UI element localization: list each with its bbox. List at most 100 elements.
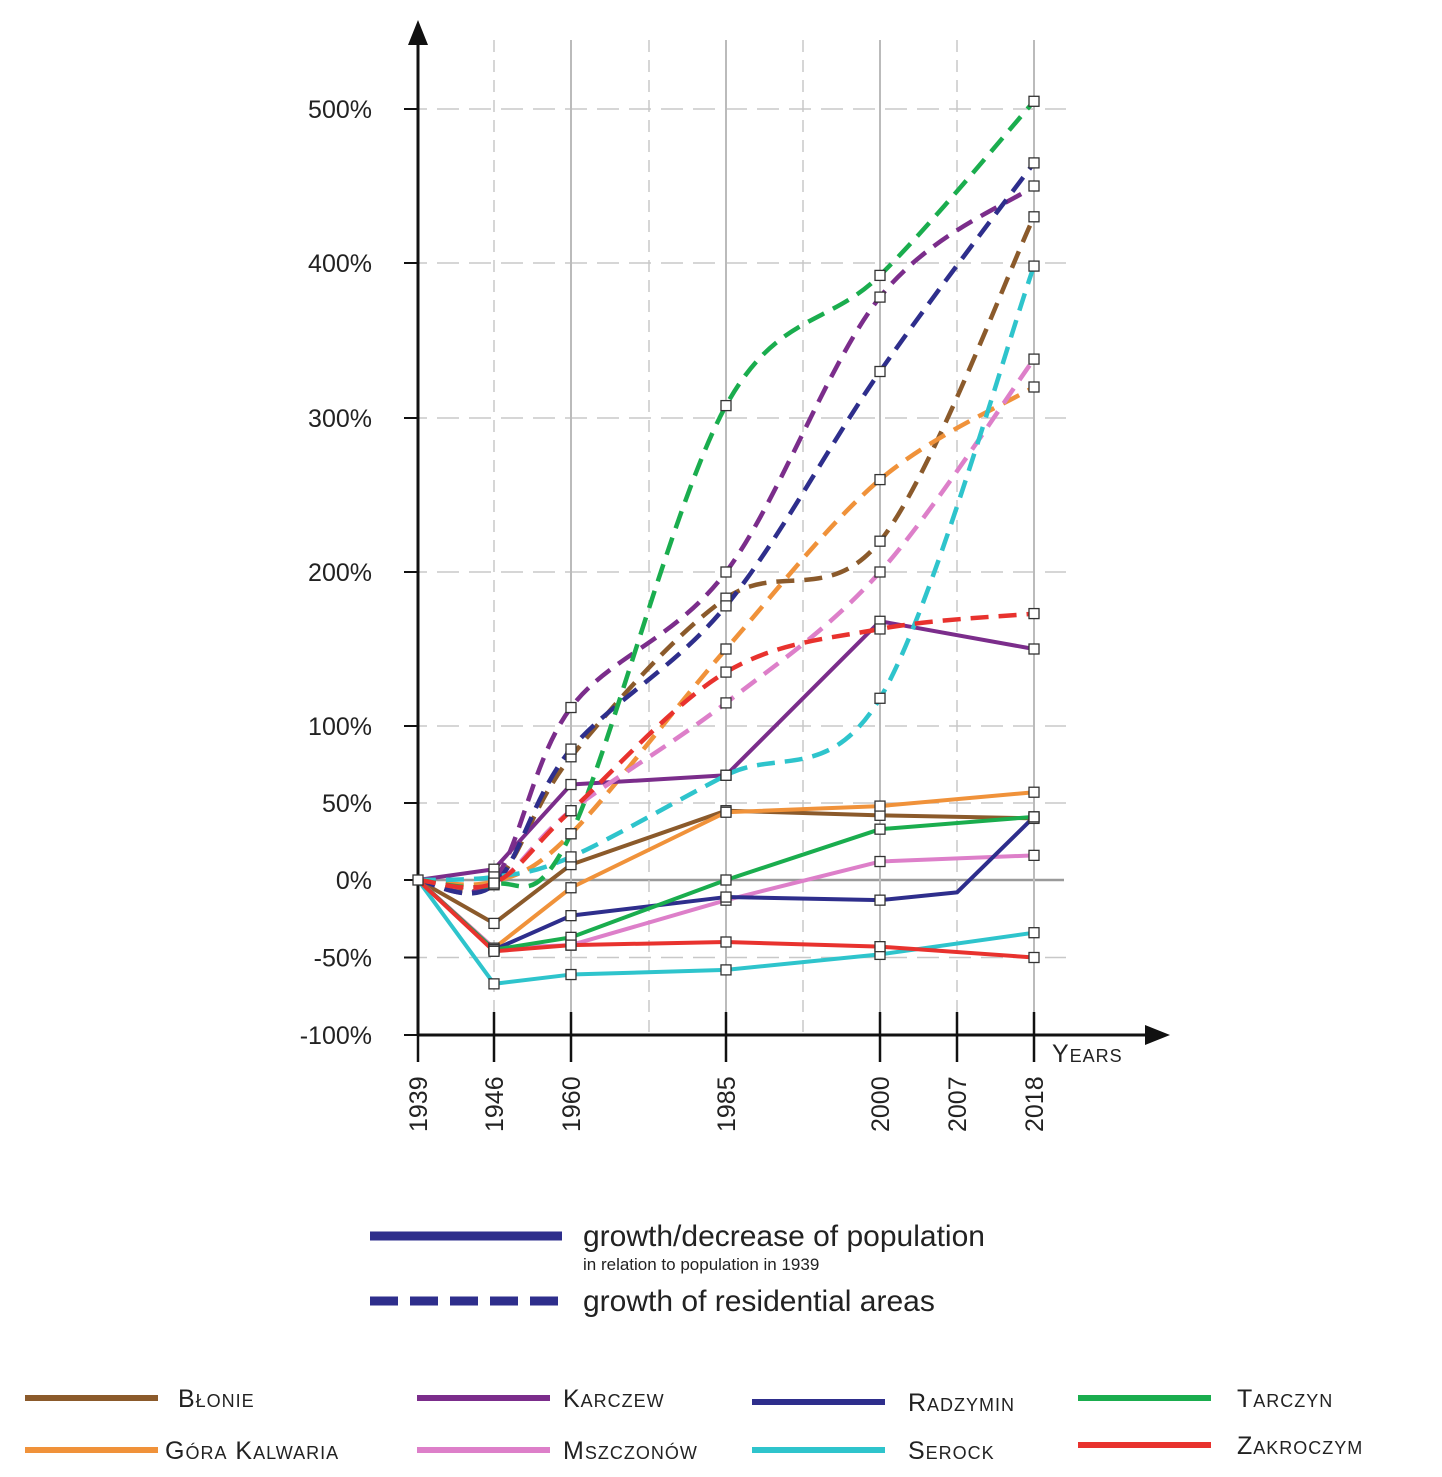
data-point-g-ra-kalwaria [874, 800, 886, 812]
data-point-b-onie [874, 809, 886, 821]
data-point-b-onie [1028, 211, 1040, 223]
data-point-radzymin [720, 600, 732, 612]
data-point-markers [412, 95, 1040, 990]
data-point-karczew [1028, 180, 1040, 192]
x-tick-label: 1985 [713, 1076, 741, 1132]
data-point-mszczon-w [874, 855, 886, 868]
y-tick-label: 50% [322, 790, 372, 818]
data-point-radzymin [1028, 157, 1040, 169]
y-tick-label: 100% [308, 713, 372, 741]
data-point-serock [720, 964, 732, 976]
data-point-mszczon-w [1028, 849, 1040, 862]
data-point-zakroczym [874, 941, 886, 953]
data-point-serock [488, 978, 500, 990]
data-point-karczew [565, 778, 577, 791]
data-point-g-ra-kalwaria [1028, 786, 1040, 798]
data-point-serock [565, 851, 577, 863]
data-point-g-ra-kalwaria [874, 473, 886, 486]
legend-label-mszczon-w: Mszczonów [563, 1437, 698, 1465]
y-tick-label: 200% [308, 559, 372, 587]
data-point-zakroczym [874, 623, 886, 635]
data-point-tarczyn [874, 823, 886, 835]
data-point-radzymin [720, 891, 732, 903]
x-tick-label: 2018 [1021, 1076, 1049, 1132]
y-tick-labels: 500% 400% 300% 200% 100% 50% 0% -50% -100% [300, 96, 372, 1050]
data-point-serock [1028, 927, 1040, 939]
legend-label-b-onie: Błonie [178, 1385, 255, 1413]
population-key-label: growth/decrease of population [583, 1220, 985, 1253]
data-point-g-ra-kalwaria [565, 882, 577, 894]
residential-key-label: growth of residential areas [583, 1285, 935, 1318]
data-point-karczew [720, 566, 732, 578]
data-point-b-onie [874, 535, 886, 547]
x-axis-arrow [1145, 1025, 1170, 1045]
data-point-karczew [565, 701, 577, 714]
data-point-serock [720, 769, 732, 781]
data-point-zakroczym [488, 877, 500, 889]
series-zakroczym-population [416, 878, 1035, 960]
series-mszczon-w-residential [417, 357, 1036, 890]
data-point-tarczyn [565, 828, 577, 840]
x-tick-label: 2007 [944, 1076, 972, 1132]
data-point-radzymin [874, 365, 886, 378]
data-point-serock [874, 692, 886, 704]
data-point-zakroczym [565, 939, 577, 951]
data-point-g-ra-kalwaria [720, 806, 732, 818]
x-tick-label: 1946 [481, 1076, 509, 1132]
data-point-tarczyn [874, 269, 886, 282]
data-point-zakroczym [1028, 607, 1040, 620]
y-tick-label: 500% [308, 96, 372, 124]
x-tick-labels: 1939 1946 1960 1985 2000 2007 2018 [405, 1076, 1049, 1132]
series-karczew-population [417, 619, 1035, 882]
x-tick-label: 1939 [405, 1076, 433, 1132]
data-point-zakroczym [488, 945, 500, 957]
data-point-tarczyn [720, 399, 732, 412]
data-point-radzymin [874, 894, 886, 906]
legend-label-zakroczym: Zakroczym [1237, 1432, 1363, 1460]
data-point-b-onie [488, 917, 500, 930]
data-point-origin [412, 874, 424, 886]
data-point-tarczyn [720, 874, 732, 886]
x-axis-label: Years [1052, 1040, 1123, 1068]
line-style-key: growth/decrease of population in relatio… [370, 1220, 985, 1318]
series-serock-population [416, 878, 1035, 986]
data-point-mszczon-w [874, 566, 886, 578]
data-point-tarczyn [1028, 811, 1040, 823]
data-point-radzymin [565, 910, 577, 922]
axes: Years [404, 20, 1170, 1068]
legend-label-karczew: Karczew [563, 1385, 665, 1413]
legend-label-tarczyn: Tarczyn [1237, 1385, 1333, 1413]
data-point-serock [1028, 260, 1040, 272]
x-tick-label: 1960 [558, 1076, 586, 1132]
data-point-karczew [1028, 643, 1040, 655]
legend-label-serock: Serock [908, 1437, 995, 1465]
legend-label-radzymin: Radzymin [908, 1389, 1015, 1417]
y-axis-arrow [408, 20, 428, 45]
y-tick-label: -50% [314, 945, 372, 973]
data-point-g-ra-kalwaria [720, 643, 732, 655]
data-point-zakroczym [565, 805, 577, 817]
data-point-karczew [874, 291, 886, 303]
data-point-zakroczym [1028, 951, 1040, 964]
data-point-serock [565, 968, 577, 981]
series-b-onie-population [417, 808, 1035, 926]
data-point-mszczon-w [720, 697, 732, 709]
series-zakroczym-residential [417, 611, 1035, 890]
y-tick-label: 0% [336, 867, 372, 895]
legend-label-g-ra-kalwaria: Góra Kalwaria [165, 1437, 339, 1465]
town-legend: Błonie Góra Kalwaria Karczew Mszczonów Radzy… [25, 1385, 1363, 1465]
data-point-mszczon-w [1028, 353, 1040, 365]
data-point-radzymin [565, 743, 577, 755]
series-g-ra-kalwaria-residential [417, 385, 1036, 887]
y-tick-label: -100% [300, 1022, 372, 1050]
data-point-zakroczym [720, 666, 732, 678]
population-key-sublabel: in relation to population in 1939 [583, 1255, 819, 1274]
data-point-zakroczym [720, 936, 732, 948]
series-tarczyn-residential [417, 99, 1036, 890]
y-tick-label: 300% [308, 405, 372, 433]
data-point-tarczyn [1028, 95, 1040, 107]
x-tick-label: 2000 [867, 1076, 895, 1132]
data-point-g-ra-kalwaria [1028, 381, 1040, 393]
y-tick-label: 400% [308, 250, 372, 278]
